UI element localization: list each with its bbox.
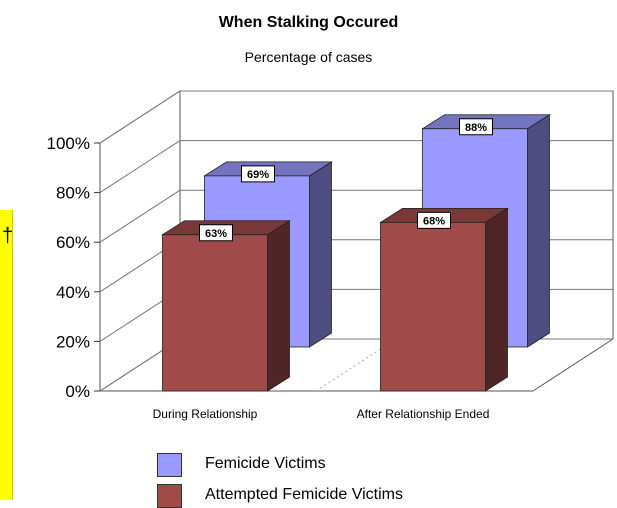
x-category-label: During Relationship [153,407,258,421]
bar-attempted-femicide-victims [162,234,268,392]
y-tick-label: 100% [47,134,90,153]
data-label: 68% [423,215,445,227]
chart-title: When Stalking Occured [218,14,399,31]
bar-attempted-femicide-victims [380,221,486,392]
data-label: 69% [247,169,269,181]
y-tick-label: 40% [56,283,90,302]
data-label-box [241,165,275,183]
legend-label-attempted: Attempted Femicide Victims [205,486,403,503]
bar-side-attempted-femicide-victims [485,207,508,392]
data-label-box [199,224,233,242]
yellow-side-strip [0,210,13,500]
chart-subtitle: Percentage of cases [244,49,373,65]
data-label: 63% [205,228,227,240]
gridline-side-5 [99,90,181,144]
bar-side-femicide-victims [309,161,332,348]
bar-side-femicide-victims [527,114,550,348]
side-strip-mark: † [2,225,14,247]
legend-swatch-attempted [157,484,182,508]
x-category-label: After Relationship Ended [357,407,490,421]
y-tick-label: 20% [56,332,90,351]
gridline-side-4 [99,140,181,194]
chart-floor-right-edge [532,338,614,392]
category-divider [315,338,397,392]
bar-side-attempted-femicide-victims [267,220,290,392]
y-tick-label: 80% [56,184,90,203]
data-label-box [417,211,451,229]
y-tick-label: 60% [56,233,90,252]
legend-swatch-femicide [157,453,182,477]
gridline-side-3 [99,189,181,243]
y-tick-label: 0% [65,382,90,401]
data-label-box [459,118,493,136]
data-label: 88% [465,122,487,134]
legend-label-femicide: Femicide Victims [205,455,326,472]
